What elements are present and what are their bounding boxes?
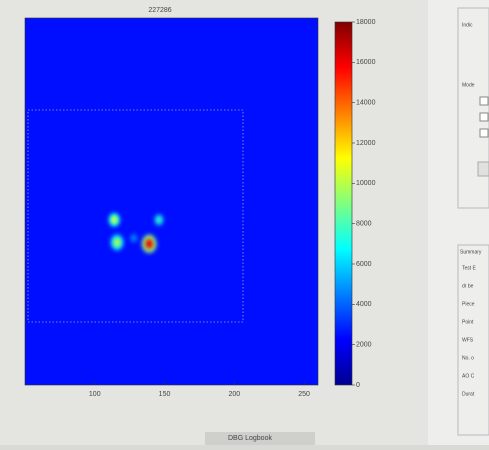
colorbar-tick-label: 0 (356, 382, 360, 389)
side-label: Mode (462, 82, 475, 88)
spot (132, 236, 136, 241)
colorbar-tick-label: 18000 (356, 19, 376, 26)
x-tick-label: 200 (228, 391, 240, 398)
checkbox[interactable] (480, 113, 488, 121)
summary-label: Point (462, 319, 474, 325)
summary-title: Summary (460, 249, 482, 255)
colorbar-tick-label: 6000 (356, 261, 372, 268)
spot (157, 217, 162, 223)
colorbar-tick-label: 10000 (356, 180, 376, 187)
heatmap (25, 18, 318, 385)
heatmap-background (25, 18, 318, 385)
button[interactable] (478, 162, 489, 176)
summary-label: dr be (462, 283, 474, 289)
chart-title: 227286 (148, 7, 171, 14)
x-tick-label: 250 (298, 391, 310, 398)
status-text: DBG Logbook (228, 435, 272, 442)
summary-label: AO C (462, 373, 475, 379)
colorbar-tick-label: 8000 (356, 221, 372, 228)
summary-label: WFS (462, 337, 474, 343)
summary-label: Test E (462, 265, 477, 271)
checkbox[interactable] (480, 129, 488, 137)
spot (145, 239, 153, 249)
spot (114, 238, 121, 247)
spot (111, 216, 117, 224)
summary-label: No. o (462, 355, 474, 361)
x-tick-label: 150 (159, 391, 171, 398)
summary-label: Durat (462, 391, 475, 397)
side-label: Indic (462, 22, 473, 28)
summary-label: Piece (462, 301, 475, 307)
colorbar-tick-label: 14000 (356, 100, 376, 107)
screen: 227286 DBG Logbook 100 150 200 250 0 2000 4000… (0, 0, 489, 445)
colorbar (335, 22, 352, 385)
colorbar-tick-label: 16000 (356, 59, 376, 66)
colorbar-tick-label: 4000 (356, 301, 372, 308)
colorbar-tick-label: 2000 (356, 342, 372, 349)
checkbox[interactable] (480, 97, 488, 105)
colorbar-tick-label: 12000 (356, 140, 376, 147)
x-tick-label: 100 (89, 391, 101, 398)
page: 227286 DBG Logbook 100 150 200 250 0 2000 4000… (0, 0, 489, 445)
